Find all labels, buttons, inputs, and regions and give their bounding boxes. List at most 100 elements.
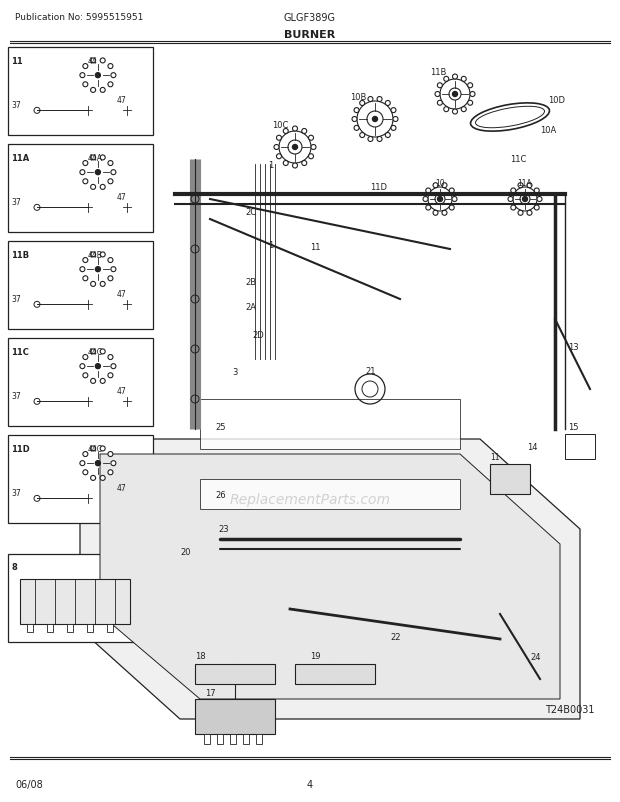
Circle shape — [385, 101, 390, 107]
Text: 47: 47 — [117, 192, 126, 201]
Text: 44B: 44B — [88, 250, 103, 260]
Text: 8: 8 — [12, 562, 18, 571]
Circle shape — [95, 267, 100, 273]
Text: 47: 47 — [117, 386, 126, 395]
Circle shape — [527, 211, 532, 216]
Circle shape — [452, 197, 457, 202]
Bar — [8, 145, 153, 233]
Circle shape — [80, 461, 85, 466]
Circle shape — [277, 136, 281, 141]
Circle shape — [444, 107, 449, 112]
Text: 37: 37 — [11, 294, 20, 303]
Circle shape — [111, 461, 116, 466]
Circle shape — [111, 74, 116, 79]
Circle shape — [83, 83, 88, 87]
Circle shape — [108, 258, 113, 263]
Text: 47: 47 — [117, 290, 126, 298]
Text: 11C: 11C — [510, 155, 526, 164]
Text: 3: 3 — [232, 367, 237, 376]
Bar — [8, 338, 153, 427]
Circle shape — [100, 447, 105, 452]
Circle shape — [302, 161, 307, 166]
Circle shape — [91, 59, 95, 64]
Circle shape — [108, 161, 113, 166]
Text: 25: 25 — [215, 423, 226, 431]
Circle shape — [311, 145, 316, 150]
Circle shape — [368, 97, 373, 103]
Circle shape — [108, 452, 113, 457]
Bar — [8, 48, 153, 136]
Text: 13: 13 — [568, 342, 578, 351]
Text: 37: 37 — [11, 197, 20, 207]
Circle shape — [293, 164, 298, 168]
Text: 4: 4 — [307, 779, 313, 789]
Circle shape — [537, 197, 542, 202]
Text: 11B: 11B — [430, 68, 446, 77]
Circle shape — [111, 364, 116, 369]
Text: 47: 47 — [117, 95, 126, 104]
Circle shape — [523, 197, 528, 202]
Circle shape — [442, 184, 447, 188]
Circle shape — [508, 197, 513, 202]
Circle shape — [100, 476, 105, 481]
Circle shape — [360, 101, 365, 107]
Bar — [8, 554, 153, 642]
Text: 26: 26 — [215, 490, 226, 500]
Circle shape — [100, 282, 105, 287]
Circle shape — [368, 137, 373, 142]
Circle shape — [283, 129, 288, 134]
Circle shape — [100, 185, 105, 190]
Text: 11D: 11D — [11, 444, 30, 453]
Text: Publication No: 5995515951: Publication No: 5995515951 — [15, 14, 143, 22]
Circle shape — [91, 447, 95, 452]
Circle shape — [83, 64, 88, 70]
Text: 10D: 10D — [548, 96, 565, 105]
Polygon shape — [80, 439, 580, 719]
Circle shape — [467, 83, 472, 89]
Bar — [8, 241, 153, 330]
Circle shape — [461, 107, 466, 112]
Circle shape — [450, 188, 454, 194]
Circle shape — [391, 108, 396, 113]
Circle shape — [100, 253, 105, 257]
Circle shape — [283, 161, 288, 166]
Circle shape — [100, 379, 105, 384]
Text: 11: 11 — [11, 57, 23, 66]
Circle shape — [80, 267, 85, 273]
Circle shape — [309, 155, 314, 160]
Text: 1: 1 — [268, 160, 273, 170]
Text: 2C: 2C — [245, 208, 256, 217]
Bar — [20, 579, 130, 624]
Text: 11A: 11A — [518, 179, 533, 188]
Text: 10: 10 — [435, 179, 445, 188]
Text: 2B: 2B — [245, 277, 256, 286]
Circle shape — [80, 364, 85, 369]
Circle shape — [100, 350, 105, 354]
Text: 23: 23 — [218, 525, 229, 533]
Text: 11C: 11C — [11, 347, 29, 356]
Circle shape — [83, 277, 88, 282]
Bar — [256, 734, 262, 744]
Circle shape — [274, 145, 279, 150]
Circle shape — [354, 108, 359, 113]
Text: BURNER: BURNER — [285, 30, 335, 40]
Text: ReplacementParts.com: ReplacementParts.com — [229, 492, 391, 506]
Circle shape — [91, 88, 95, 93]
Circle shape — [91, 476, 95, 481]
Bar — [565, 435, 595, 460]
Circle shape — [80, 171, 85, 176]
Circle shape — [437, 101, 442, 106]
Circle shape — [108, 64, 113, 70]
Text: GLGF389G: GLGF389G — [284, 13, 336, 23]
Bar — [204, 734, 210, 744]
Circle shape — [377, 97, 382, 103]
Circle shape — [377, 137, 382, 142]
Bar — [195, 664, 275, 684]
Bar — [87, 624, 93, 632]
Text: 44A: 44A — [88, 154, 103, 163]
Circle shape — [80, 74, 85, 79]
Circle shape — [302, 129, 307, 134]
Circle shape — [352, 117, 357, 123]
Circle shape — [95, 364, 100, 369]
Bar — [490, 464, 530, 494]
